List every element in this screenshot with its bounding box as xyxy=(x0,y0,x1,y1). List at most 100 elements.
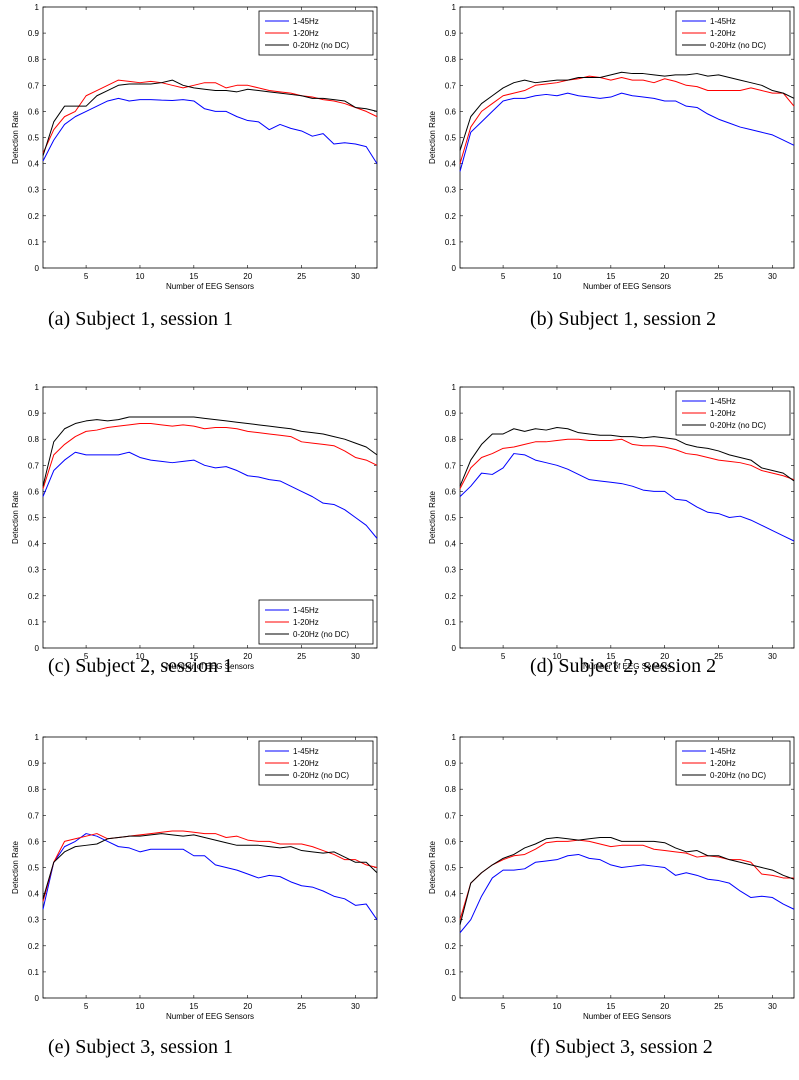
y-tick-label: 0.2 xyxy=(28,592,40,601)
chart-panel-e: 0 0.1 0.2 0.3 0.4 0.5 0.6 0.7 0.8 0.9 1 5 10 15 20 25 30… xyxy=(0,730,382,1080)
y-tick-label: 0.3 xyxy=(445,916,457,925)
series-line-1-45hz xyxy=(459,453,795,542)
y-tick-label: 0.5 xyxy=(445,864,457,873)
y-tick-label: 0.3 xyxy=(28,916,40,925)
x-tick-label: 25 xyxy=(297,652,306,661)
x-tick-label: 10 xyxy=(136,272,145,281)
legend-label-0-20hz-no-dc: 0-20Hz (no DC) xyxy=(710,421,766,430)
legend-label-1-20hz: 1-20Hz xyxy=(710,759,736,768)
series-line-0-20hz-no-dc xyxy=(42,833,378,899)
y-tick-label: 0.1 xyxy=(445,238,457,247)
x-tick-label: 15 xyxy=(606,1002,615,1011)
legend: 1-45Hz 1-20Hz 0-20Hz (no DC) xyxy=(675,390,791,436)
y-tick-label: 0.1 xyxy=(445,618,457,627)
y-tick-label: 0.7 xyxy=(28,461,40,470)
x-tick-label: 10 xyxy=(553,1002,562,1011)
y-axis-label: Detection Rate xyxy=(11,840,20,893)
series-line-1-45hz xyxy=(42,833,378,920)
y-tick-label: 1 xyxy=(452,3,457,12)
y-tick-label: 0.3 xyxy=(28,566,40,575)
x-tick-label: 30 xyxy=(351,272,360,281)
x-tick-label: 15 xyxy=(189,272,198,281)
y-tick-label: 0.5 xyxy=(28,864,40,873)
series-line-0-20hz-no-dc xyxy=(459,71,795,151)
legend-label-0-20hz-no-dc: 0-20Hz (no DC) xyxy=(710,41,766,50)
series-line-0-20hz-no-dc xyxy=(459,426,795,487)
x-tick-label: 25 xyxy=(714,1002,723,1011)
chart-panel-b: 0 0.1 0.2 0.3 0.4 0.5 0.6 0.7 0.8 0.9 1 5 10 15 20 25 30… xyxy=(417,0,799,350)
y-tick-label: 0.8 xyxy=(445,55,457,64)
x-tick-label: 20 xyxy=(660,652,669,661)
y-tick-label: 0.3 xyxy=(445,566,457,575)
y-tick-label: 0.9 xyxy=(445,29,457,38)
line-chart: 00.10.20.30.40.50.60.70.80.915 10 15 20 25 30… xyxy=(428,3,795,291)
x-tick-label: 25 xyxy=(297,1002,306,1011)
chart-caption: (e) Subject 3, session 1 xyxy=(48,1036,233,1058)
series-line-1-45hz xyxy=(459,853,795,934)
x-tick-label: 15 xyxy=(606,272,615,281)
y-tick-label: 0.8 xyxy=(445,785,457,794)
chart-panel-d: 0 0.1 0.2 0.3 0.4 0.5 0.6 0.7 0.8 0.9 1 5 10 15 20 25 30… xyxy=(417,380,799,730)
legend-label-1-45hz: 1-45Hz xyxy=(293,747,319,756)
x-tick-label: 20 xyxy=(660,1002,669,1011)
y-tick-label: 0.9 xyxy=(445,409,457,418)
y-tick-label: 0.6 xyxy=(28,107,40,116)
series-line-1-20hz xyxy=(42,830,378,902)
x-tick-label: 30 xyxy=(768,1002,777,1011)
y-axis-label: Detection Rate xyxy=(428,840,437,893)
legend: 1-45Hz 1-20Hz 0-20Hz (no DC) xyxy=(675,10,791,56)
y-tick-label: 0.1 xyxy=(28,238,40,247)
y-tick-label: 0.8 xyxy=(445,435,457,444)
y-tick-label: 0.6 xyxy=(28,487,40,496)
legend-label-0-20hz-no-dc: 0-20Hz (no DC) xyxy=(293,771,349,780)
x-axis-label: Number of EEG Sensors xyxy=(583,1012,671,1021)
y-tick-label: 0.8 xyxy=(28,55,40,64)
x-tick-label: 25 xyxy=(297,272,306,281)
x-tick-label: 20 xyxy=(660,272,669,281)
y-tick-label: 0 xyxy=(452,994,457,1003)
y-tick-label: 0.5 xyxy=(28,514,40,523)
x-axis-label: Number of EEG Sensors xyxy=(583,282,671,291)
y-axis-label: Detection Rate xyxy=(428,490,437,543)
y-tick-label: 0 xyxy=(35,644,40,653)
x-tick-label: 15 xyxy=(189,1002,198,1011)
y-tick-label: 0.9 xyxy=(28,29,40,38)
y-tick-label: 0.6 xyxy=(28,837,40,846)
chart-caption: (a) Subject 1, session 1 xyxy=(48,308,233,330)
y-tick-label: 0.4 xyxy=(28,160,40,169)
x-tick-label: 10 xyxy=(136,652,145,661)
line-chart: 00.10.20.30.40.50.60.70.80.915 10 15 20 25 30… xyxy=(11,3,378,291)
x-tick-label: 20 xyxy=(243,652,252,661)
series-line-0-20hz-no-dc xyxy=(42,416,378,487)
x-tick-label: 10 xyxy=(136,1002,145,1011)
chart-panel-f: 0 0.1 0.2 0.3 0.4 0.5 0.6 0.7 0.8 0.9 1 5 10 15 20 25 30… xyxy=(417,730,799,1080)
series-line-0-20hz-no-dc xyxy=(42,79,378,156)
legend-label-0-20hz-no-dc: 0-20Hz (no DC) xyxy=(293,41,349,50)
y-tick-label: 0.4 xyxy=(445,540,457,549)
legend-label-1-45hz: 1-45Hz xyxy=(293,17,319,26)
x-tick-label: 5 xyxy=(501,1002,506,1011)
legend: 1-45Hz 1-20Hz 0-20Hz (no DC) xyxy=(258,10,374,56)
y-tick-label: 0.1 xyxy=(445,968,457,977)
x-tick-label: 15 xyxy=(606,652,615,661)
y-tick-label: 0.7 xyxy=(445,811,457,820)
y-tick-label: 0.4 xyxy=(445,890,457,899)
series-line-1-20hz xyxy=(42,79,378,154)
y-tick-label: 0.3 xyxy=(445,186,457,195)
y-tick-label: 0.1 xyxy=(28,968,40,977)
y-tick-label: 1 xyxy=(452,383,457,392)
line-chart: 00.10.20.30.40.50.60.70.80.915 10 15 20 25 30… xyxy=(11,383,378,671)
y-axis-label: Detection Rate xyxy=(11,490,20,543)
legend-label-1-20hz: 1-20Hz xyxy=(710,409,736,418)
y-tick-label: 0.7 xyxy=(445,461,457,470)
y-tick-label: 0.2 xyxy=(445,212,457,221)
y-tick-label: 0.6 xyxy=(445,837,457,846)
legend-label-1-45hz: 1-45Hz xyxy=(710,747,736,756)
y-tick-label: 1 xyxy=(35,383,40,392)
y-tick-label: 0.9 xyxy=(28,409,40,418)
x-tick-label: 15 xyxy=(189,652,198,661)
legend: 1-45Hz 1-20Hz 0-20Hz (no DC) xyxy=(258,599,374,645)
y-tick-label: 0.7 xyxy=(445,81,457,90)
legend-label-0-20hz-no-dc: 0-20Hz (no DC) xyxy=(710,771,766,780)
